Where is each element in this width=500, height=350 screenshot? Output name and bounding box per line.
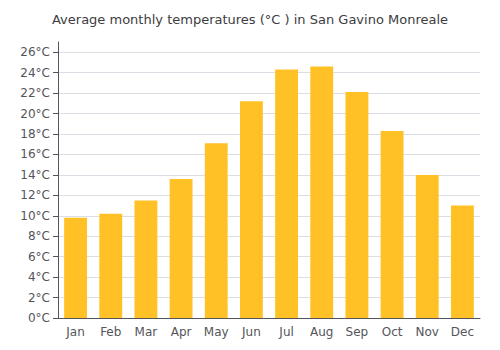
svg-text:2°C: 2°C [28,291,50,305]
svg-text:14°C: 14°C [20,168,50,182]
svg-text:22°C: 22°C [20,86,50,100]
svg-text:May: May [204,325,229,339]
svg-text:Jun: Jun [241,325,261,339]
svg-text:Average monthly temperatures (: Average monthly temperatures (°C ) in Sa… [52,12,448,27]
svg-text:16°C: 16°C [20,147,50,161]
svg-text:Dec: Dec [451,325,474,339]
svg-text:Jan: Jan [65,325,85,339]
svg-text:10°C: 10°C [20,209,50,223]
svg-text:Sep: Sep [346,325,369,339]
svg-text:Aug: Aug [310,325,333,339]
svg-text:0°C: 0°C [28,311,50,325]
svg-text:24°C: 24°C [20,66,50,80]
svg-text:Apr: Apr [171,325,192,339]
svg-text:20°C: 20°C [20,107,50,121]
svg-text:18°C: 18°C [20,127,50,141]
svg-text:12°C: 12°C [20,188,50,202]
svg-text:Nov: Nov [416,325,439,339]
svg-text:Feb: Feb [100,325,121,339]
svg-text:26°C: 26°C [20,45,50,59]
svg-text:6°C: 6°C [28,250,50,264]
svg-text:Mar: Mar [135,325,158,339]
svg-text:Jul: Jul [278,325,293,339]
svg-text:4°C: 4°C [28,270,50,284]
svg-text:8°C: 8°C [28,229,50,243]
svg-text:Oct: Oct [382,325,403,339]
